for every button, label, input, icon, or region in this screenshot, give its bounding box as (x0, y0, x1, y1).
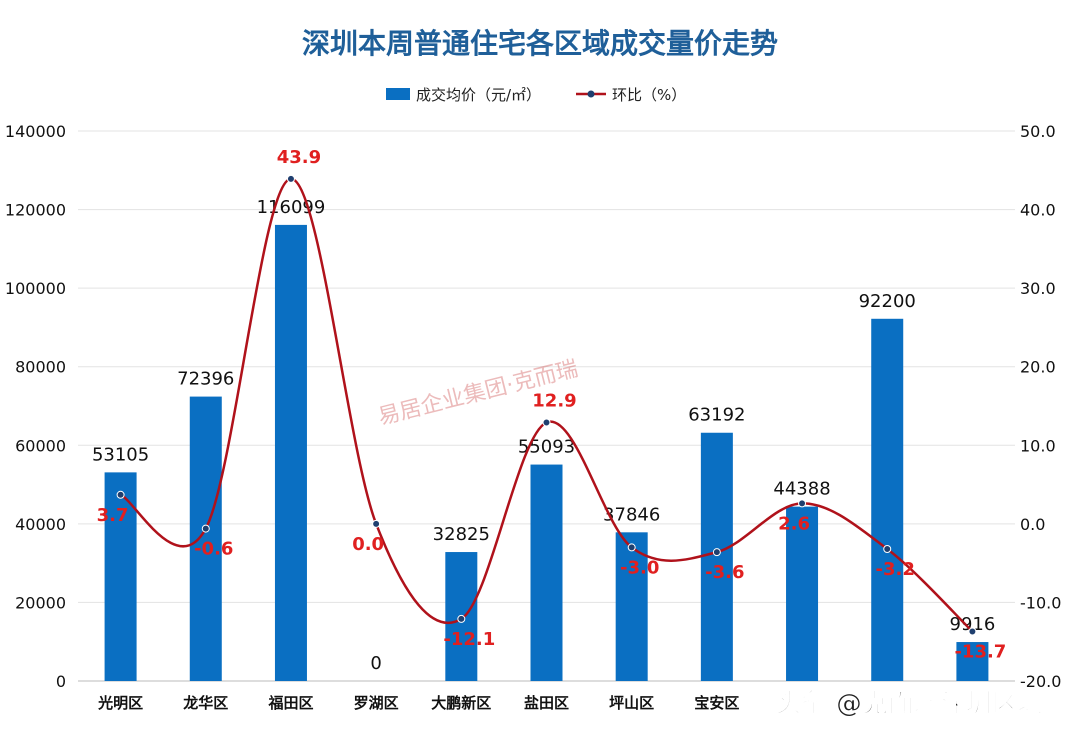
y-right-tick: 10.0 (1020, 436, 1056, 455)
x-tick-label: 盐田区 (524, 694, 569, 712)
bar (700, 432, 733, 681)
bar (615, 532, 648, 681)
line-value-label: -3.6 (705, 562, 744, 583)
bar-value-label: 63192 (688, 405, 745, 426)
line-point (798, 499, 807, 508)
bar-value-label: 32825 (433, 524, 490, 545)
line-point (627, 543, 636, 552)
x-tick-label: 福田区 (267, 694, 313, 712)
line-value-label: -0.6 (194, 539, 233, 560)
line-value-label: -13.7 (954, 642, 1006, 663)
y-left-tick: 20000 (15, 593, 66, 612)
bar (786, 506, 819, 681)
legend-bar-label: 成交均价（元/㎡） (416, 86, 541, 104)
y-right-tick: 40.0 (1020, 201, 1056, 220)
bar-value-label: 44388 (773, 479, 830, 500)
x-tick-label: 光明区 (97, 694, 143, 712)
y-right-tick: 20.0 (1020, 358, 1056, 377)
bar-value-label: 53105 (92, 444, 149, 465)
line-value-label: 0.0 (352, 534, 384, 555)
y-right-tick: -10.0 (1020, 593, 1061, 612)
x-tick-label: 龙华区 (182, 694, 228, 712)
line-value-label: 2.6 (778, 513, 810, 534)
line-point (968, 627, 977, 636)
chart-title: 深圳本周普通住宅各区域成交量价走势 (301, 27, 778, 60)
x-tick-label: 宝安区 (694, 694, 739, 712)
bar-value-label: 116099 (257, 197, 326, 218)
bar (871, 318, 904, 681)
bar-value-label: 72396 (177, 369, 234, 390)
line-value-label: 12.9 (532, 391, 576, 412)
y-left-tick: 80000 (15, 358, 66, 377)
line-point (883, 545, 892, 553)
x-tick-label: 罗湖区 (354, 694, 399, 712)
line-point (542, 418, 551, 427)
y-left-tick: 40000 (15, 515, 66, 534)
bar (189, 396, 222, 681)
line-point (457, 614, 466, 623)
y-right-tick: 0.0 (1020, 515, 1045, 534)
y-right-tick: -20.0 (1020, 672, 1061, 691)
y-right-tick: 30.0 (1020, 279, 1056, 298)
bottom-watermark: 头条 @克而瑞深圳区域 (774, 689, 1045, 720)
bar (274, 224, 307, 681)
y-left-tick: 60000 (15, 436, 66, 455)
legend-bar-swatch (386, 88, 410, 100)
bar (104, 472, 137, 681)
line-value-label: 43.9 (277, 147, 321, 168)
y-right-tick: 50.0 (1020, 122, 1056, 141)
bar-value-label: 0 (370, 653, 381, 674)
line-point (286, 174, 295, 183)
legend-line-label: 环比（%） (612, 86, 686, 104)
y-left-tick: 0 (56, 672, 66, 691)
line-value-label: 3.7 (97, 505, 129, 526)
line-value-label: -3.0 (620, 557, 659, 578)
legend-line-marker (587, 90, 595, 98)
bar-value-label: 92200 (859, 291, 916, 312)
bar-value-label: 37846 (603, 504, 660, 525)
line-value-label: -3.2 (876, 559, 915, 580)
line-point (116, 490, 125, 499)
line-point (201, 524, 210, 533)
bar (956, 642, 989, 681)
line-point (712, 548, 721, 557)
x-tick-label: 大鹏新区 (431, 694, 491, 712)
bar (530, 464, 563, 681)
x-tick-label: 坪山区 (609, 694, 654, 712)
line-value-label: -12.1 (443, 629, 495, 650)
y-left-tick: 120000 (5, 201, 66, 220)
y-left-tick: 100000 (5, 279, 66, 298)
line-point (372, 519, 381, 528)
y-left-tick: 140000 (5, 122, 66, 141)
